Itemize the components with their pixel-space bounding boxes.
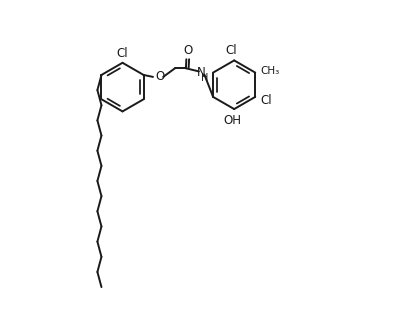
Text: OH: OH <box>223 114 241 127</box>
Text: Cl: Cl <box>225 44 237 57</box>
Text: O: O <box>183 44 193 57</box>
Text: N: N <box>197 66 206 79</box>
Text: H: H <box>201 73 209 83</box>
Text: CH₃: CH₃ <box>260 66 279 76</box>
Text: Cl: Cl <box>117 47 128 60</box>
Text: O: O <box>155 70 164 83</box>
Text: Cl: Cl <box>260 93 271 107</box>
